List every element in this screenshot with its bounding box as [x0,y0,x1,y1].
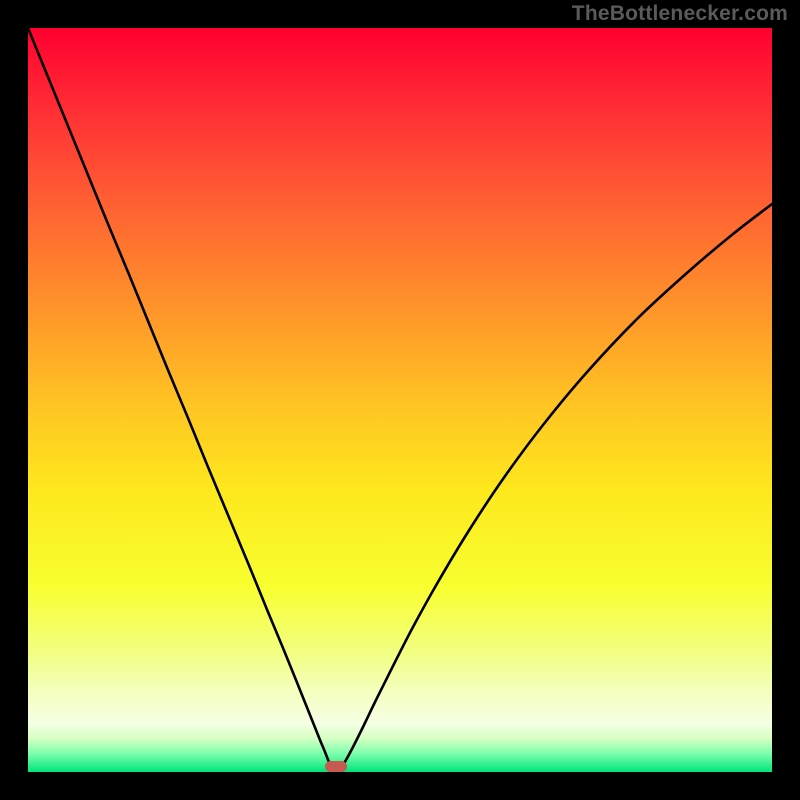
chart-svg [0,0,800,800]
plot-background [28,28,772,772]
optimal-marker [325,761,347,772]
chart-root: TheBottlenecker.com [0,0,800,800]
